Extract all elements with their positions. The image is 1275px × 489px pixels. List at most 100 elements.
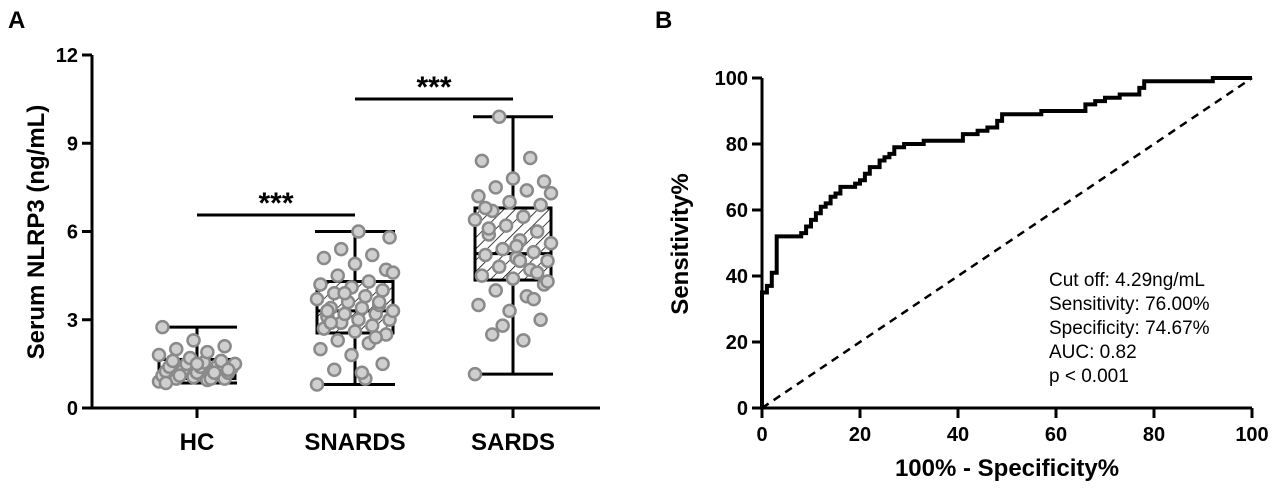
panel-b-y-axis-label: Sensitivity% [667, 173, 694, 314]
data-point [478, 247, 493, 263]
data-point [368, 330, 383, 345]
panel-b-y-tick-label: 60 [726, 200, 748, 222]
data-point [385, 303, 401, 319]
panel-b-x-tick-label: 80 [1143, 424, 1165, 446]
data-point [478, 200, 493, 216]
panel-a-y-tick-label: 6 [67, 222, 78, 244]
data-point [471, 188, 486, 204]
data-point [516, 209, 531, 225]
data-point [505, 171, 521, 186]
data-point [186, 333, 201, 348]
data-point [309, 377, 325, 392]
panel-b-axes: 0 20 40 60 80 100 0 20 40 60 80 100 [715, 68, 1269, 446]
reference-diagonal-line [761, 76, 1253, 410]
annotation-line: p < 0.001 [1049, 366, 1129, 387]
data-point [169, 341, 184, 357]
data-point [158, 375, 174, 391]
data-point [467, 366, 483, 382]
data-point [330, 268, 345, 283]
data-point [351, 224, 366, 239]
data-point [467, 212, 483, 227]
data-point [313, 277, 328, 292]
data-point [471, 297, 486, 313]
data-point [323, 315, 339, 330]
panel-b-x-tick-label: 20 [849, 424, 871, 446]
data-point [347, 324, 363, 339]
data-point [536, 174, 552, 189]
data-point [320, 303, 335, 319]
data-point [533, 312, 548, 327]
data-point [505, 271, 521, 286]
panel-b-lines [760, 76, 1253, 410]
panel-b-y-tick-label: 40 [726, 266, 748, 288]
panel-a-y-tick-label: 9 [67, 133, 78, 155]
data-point [495, 241, 510, 257]
data-point [155, 319, 170, 335]
data-point [491, 259, 507, 275]
data-point [474, 153, 490, 169]
data-point [519, 183, 535, 198]
panel-b-y-tick-label: 20 [726, 332, 748, 354]
data-point [375, 283, 390, 298]
data-point [354, 300, 370, 316]
data-point [526, 244, 541, 260]
panel-b-x-tick-label: 40 [947, 424, 969, 446]
data-point [347, 256, 363, 272]
data-point [529, 224, 545, 239]
data-point [523, 150, 538, 166]
data-point [151, 347, 167, 363]
data-point [354, 365, 370, 380]
data-point [371, 294, 387, 310]
data-point [529, 265, 545, 280]
panel-b-x-tick-label: 0 [756, 424, 767, 446]
significance-label: *** [416, 71, 451, 104]
data-point [337, 306, 352, 322]
data-point [509, 238, 524, 254]
data-point [512, 253, 528, 269]
panel-b: B Sensitivity% 100% - Specificity% 0 20 40… [655, 7, 1269, 482]
data-point [491, 109, 507, 125]
data-point [488, 180, 503, 195]
panel-b-y-tick-label: 80 [726, 134, 748, 156]
data-point [172, 368, 187, 383]
data-point [502, 194, 517, 210]
data-point [200, 344, 215, 360]
panel-a-category-label: SARDS [471, 429, 555, 456]
data-point [309, 291, 325, 307]
annotation-line: Cut off: 4.29ng/mL [1049, 270, 1205, 291]
panel-a-points [151, 109, 559, 392]
data-point [498, 218, 514, 233]
data-point [330, 333, 345, 348]
panel-b-annotations: Cut off: 4.29ng/mL Sensitivity: 76.00% Spe… [1049, 270, 1210, 387]
data-point [385, 265, 401, 280]
data-point [485, 327, 500, 342]
data-point [516, 333, 531, 348]
panel-a-y-tick-label: 0 [67, 398, 78, 420]
panel-a-category-label: SNARDS [304, 429, 405, 456]
roc-curve [760, 76, 1252, 408]
data-point [344, 347, 359, 363]
data-point [365, 247, 380, 263]
panel-a-y-tick-label: 12 [56, 45, 78, 67]
data-point [358, 288, 373, 304]
data-point [337, 286, 352, 301]
panel-b-y-tick-label: 100 [715, 68, 748, 90]
data-point [481, 221, 497, 236]
data-point [488, 283, 503, 298]
annotation-line: Sensitivity: 76.00% [1049, 294, 1210, 315]
data-point [375, 356, 390, 372]
data-point [165, 353, 181, 369]
panel-a-category-label: HC [180, 429, 215, 456]
panel-b-x-tick-label: 100 [1235, 424, 1268, 446]
panel-b-x-tick-label: 60 [1045, 424, 1067, 446]
data-point [361, 274, 377, 289]
annotation-line: AUC: 0.82 [1049, 342, 1137, 363]
data-point [526, 291, 541, 307]
data-point [543, 186, 559, 201]
data-point [189, 356, 205, 372]
data-point [220, 362, 236, 378]
panel-b-label: B [655, 7, 672, 34]
panel-a-y-tick-label: 3 [67, 310, 78, 332]
data-point [217, 338, 232, 354]
